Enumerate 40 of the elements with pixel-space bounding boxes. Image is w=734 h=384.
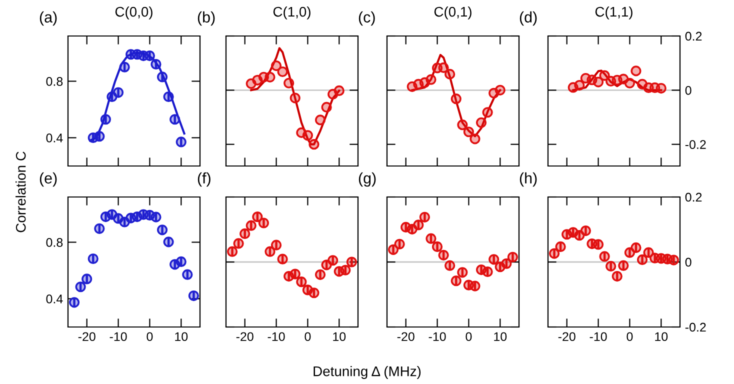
x-tick-label: -10 (590, 332, 607, 342)
y-tick-label: 0.2 (685, 192, 702, 202)
x-tick-label: 10 (175, 332, 188, 342)
chart-title: C(1,0) (273, 6, 310, 20)
chart-title: C(0,1) (434, 6, 472, 20)
x-axis-title: Detuning Δ (MHz) (314, 366, 421, 379)
x-tick-label: -10 (110, 332, 127, 342)
x-tick-label: 0 (466, 332, 472, 342)
text: (g) (358, 172, 376, 187)
text: (f) (198, 172, 210, 187)
x-tick-label: 0 (626, 332, 633, 342)
x-tick-label: -10 (268, 332, 285, 342)
x-tick-label: -20 (236, 332, 254, 342)
y-axis-title: Correlation C (16, 152, 26, 232)
chart-title: C(1,1) (595, 6, 632, 20)
x-tick-label: 0 (304, 332, 311, 342)
x-tick-label: 10 (655, 332, 668, 342)
x-tick-label: 10 (494, 332, 507, 342)
y-tick-label: 0.8 (46, 77, 63, 86)
y-tick-label: 0 (685, 258, 692, 267)
y-tick-label: 0.8 (46, 238, 63, 247)
y-tick-label: -0.2 (685, 140, 706, 149)
x-tick-label: -20 (78, 332, 96, 342)
text: (d) (520, 11, 537, 26)
x-tick-label: -10 (428, 332, 446, 342)
y-tick-label: -0.2 (685, 322, 706, 332)
y-tick-label: 0.4 (46, 134, 63, 142)
y-tick-label: 0.2 (685, 32, 702, 41)
x-tick-label: 0 (146, 332, 153, 342)
text: (e) (40, 172, 57, 187)
x-tick-label: -20 (558, 332, 576, 342)
x-tick-label: 10 (333, 332, 346, 342)
chart-title: C(0,0) (115, 6, 152, 20)
x-tick-label: -20 (397, 332, 414, 342)
text: (h) (520, 172, 537, 187)
y-tick-label: 0 (685, 86, 692, 95)
text: (a) (40, 11, 57, 26)
text: (b) (198, 11, 215, 26)
y-tick-label: 0.4 (46, 294, 63, 304)
text: (c) (358, 11, 375, 26)
